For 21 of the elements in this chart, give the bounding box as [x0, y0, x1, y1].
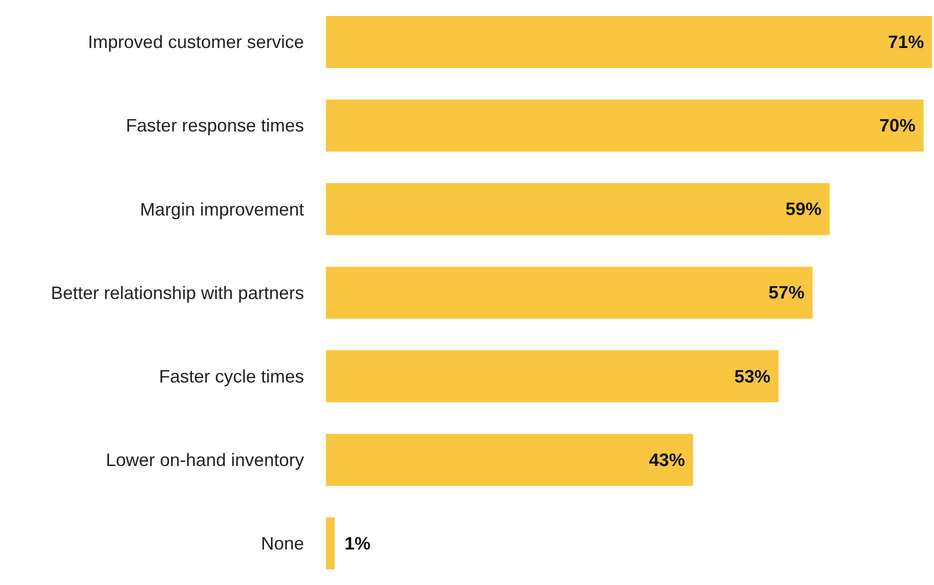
- bar: [326, 517, 335, 570]
- data-label: 70%: [879, 116, 916, 136]
- bar: [326, 266, 813, 319]
- data-label: 53%: [734, 366, 770, 386]
- bar: [326, 183, 830, 236]
- bar: [326, 16, 932, 68]
- data-label: 59%: [786, 199, 822, 220]
- data-label: 71%: [888, 32, 924, 52]
- y-tick-label: Faster cycle times: [158, 366, 304, 386]
- y-tick-label: Better relationship with partners: [50, 282, 304, 303]
- y-tick-label: Faster response times: [126, 116, 304, 136]
- y-tick-label: Margin improvement: [140, 199, 304, 220]
- data-label: 43%: [648, 450, 686, 470]
- bar: [326, 100, 924, 152]
- y-tick-label: Lower on-hand inventory: [106, 450, 304, 470]
- y-tick-label: None: [260, 534, 304, 554]
- y-tick-label: Improved customer service: [88, 32, 304, 52]
- bar: [326, 434, 694, 486]
- bar: [326, 350, 778, 402]
- data-label: 1%: [344, 533, 371, 554]
- data-label: 57%: [768, 282, 805, 303]
